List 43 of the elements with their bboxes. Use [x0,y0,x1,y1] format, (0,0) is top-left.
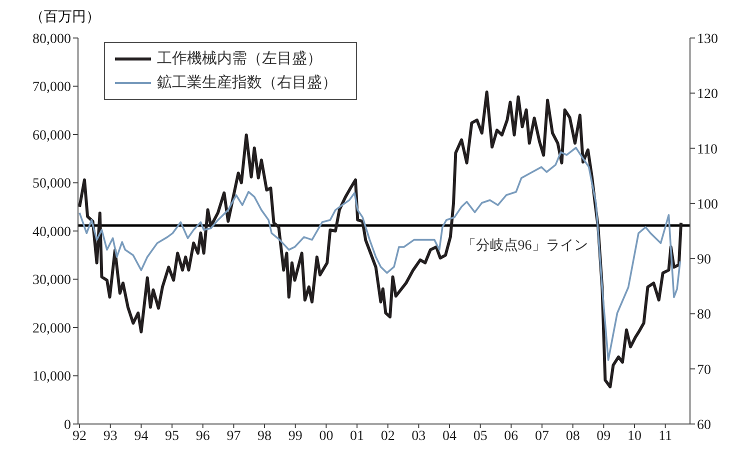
y-tick-label: 70,000 [32,80,71,96]
line-series [78,90,683,388]
y2-tick-label: 70 [697,362,711,378]
x-tick-label: 09 [596,428,611,444]
ref-line-label: 「分岐点96」ライン [462,237,588,254]
x-tick-label: 10 [628,428,642,444]
y-tick-label: 30,000 [32,273,71,288]
y-tick-label: 20,000 [32,321,71,336]
x-tick-label: 92 [72,428,87,444]
y2-tick-label: 90 [697,252,711,268]
text: （百万円） [30,9,100,26]
x-tick-label: 97 [226,428,241,444]
x-tick-label: 94 [134,428,148,444]
legend-label: 工作機械内需（左目盛） [157,50,322,69]
y-tick-label: 0 [64,418,71,433]
y-tick-label: 80,000 [32,32,71,47]
x-tick-label: 00 [319,428,334,444]
x-tick-label: 99 [288,428,302,444]
x-tick-label: 98 [258,428,272,444]
x-tick-label: 03 [412,428,426,444]
x-tick-label: 05 [473,428,488,444]
x-tick-label: 01 [350,428,364,444]
y2-tick-label: 100 [697,197,718,212]
y-tick-label: 10,000 [32,370,71,385]
y-tick-label: 50,000 [32,176,71,192]
x-tick-label: 06 [504,428,518,444]
x-tick-label: 07 [535,428,550,444]
y2-tick-label: 130 [697,32,718,47]
x-tick-label: 04 [442,428,457,444]
y2-tick-label: 110 [697,142,718,158]
x-tick-label: 93 [103,428,118,444]
x-tick-label: 96 [196,428,210,444]
legend-label: 鉱工業生産指数（右目盛） [157,73,337,93]
y-tick-label: 60,000 [32,128,71,144]
y2-tick-label: 120 [697,87,718,102]
line-series [78,146,682,361]
x-tick-label: 11 [658,428,672,444]
x-tick-label: 95 [165,428,180,444]
x-tick-label: 02 [380,428,395,444]
y2-tick-label: 60 [697,418,711,433]
x-tick-label: 08 [566,428,580,444]
y2-tick-label: 80 [697,308,711,323]
y-tick-label: 40,000 [32,224,71,240]
